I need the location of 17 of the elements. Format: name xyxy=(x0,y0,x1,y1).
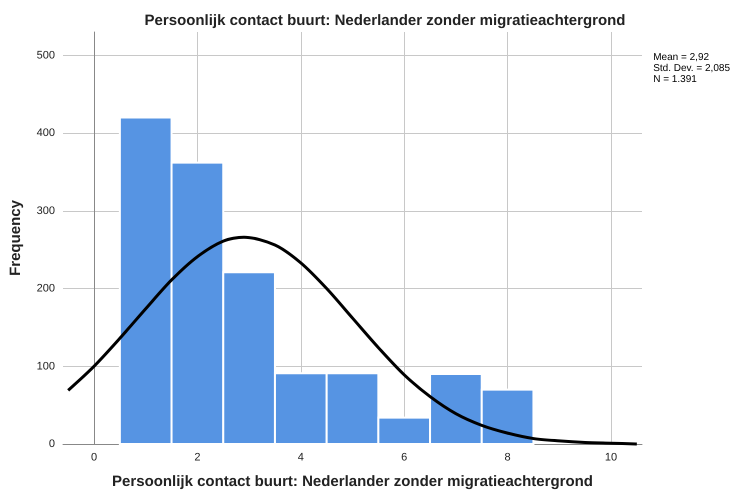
chart-title: Persoonlijk contact buurt: Nederlander zonder migratieachtergrond xyxy=(144,12,626,29)
y-axis-title: Frequency xyxy=(7,199,24,276)
x-tick-label: 10 xyxy=(604,452,618,464)
y-tick-label: 300 xyxy=(36,204,55,217)
y-tick-label: 500 xyxy=(36,49,55,62)
y-tick-label: 400 xyxy=(36,127,55,140)
x-tick-label: 2 xyxy=(194,452,200,464)
x-tick-label: 4 xyxy=(298,452,304,464)
x-tick-label: 6 xyxy=(401,452,408,464)
x-tick-label: 8 xyxy=(504,452,511,464)
text: Mean = 2,92 Std. Dev. = 2,085 N = 1.391 xyxy=(653,52,730,85)
line-series xyxy=(66,236,638,446)
x-axis-title: Persoonlijk contact buurt: Nederlander zonder migratieachtergrond xyxy=(112,473,593,490)
y-tick-label: 200 xyxy=(36,282,55,295)
x-tick-label: 0 xyxy=(90,452,98,464)
y-tick-label: 100 xyxy=(36,360,55,372)
y-tick-label: 0 xyxy=(48,438,55,450)
